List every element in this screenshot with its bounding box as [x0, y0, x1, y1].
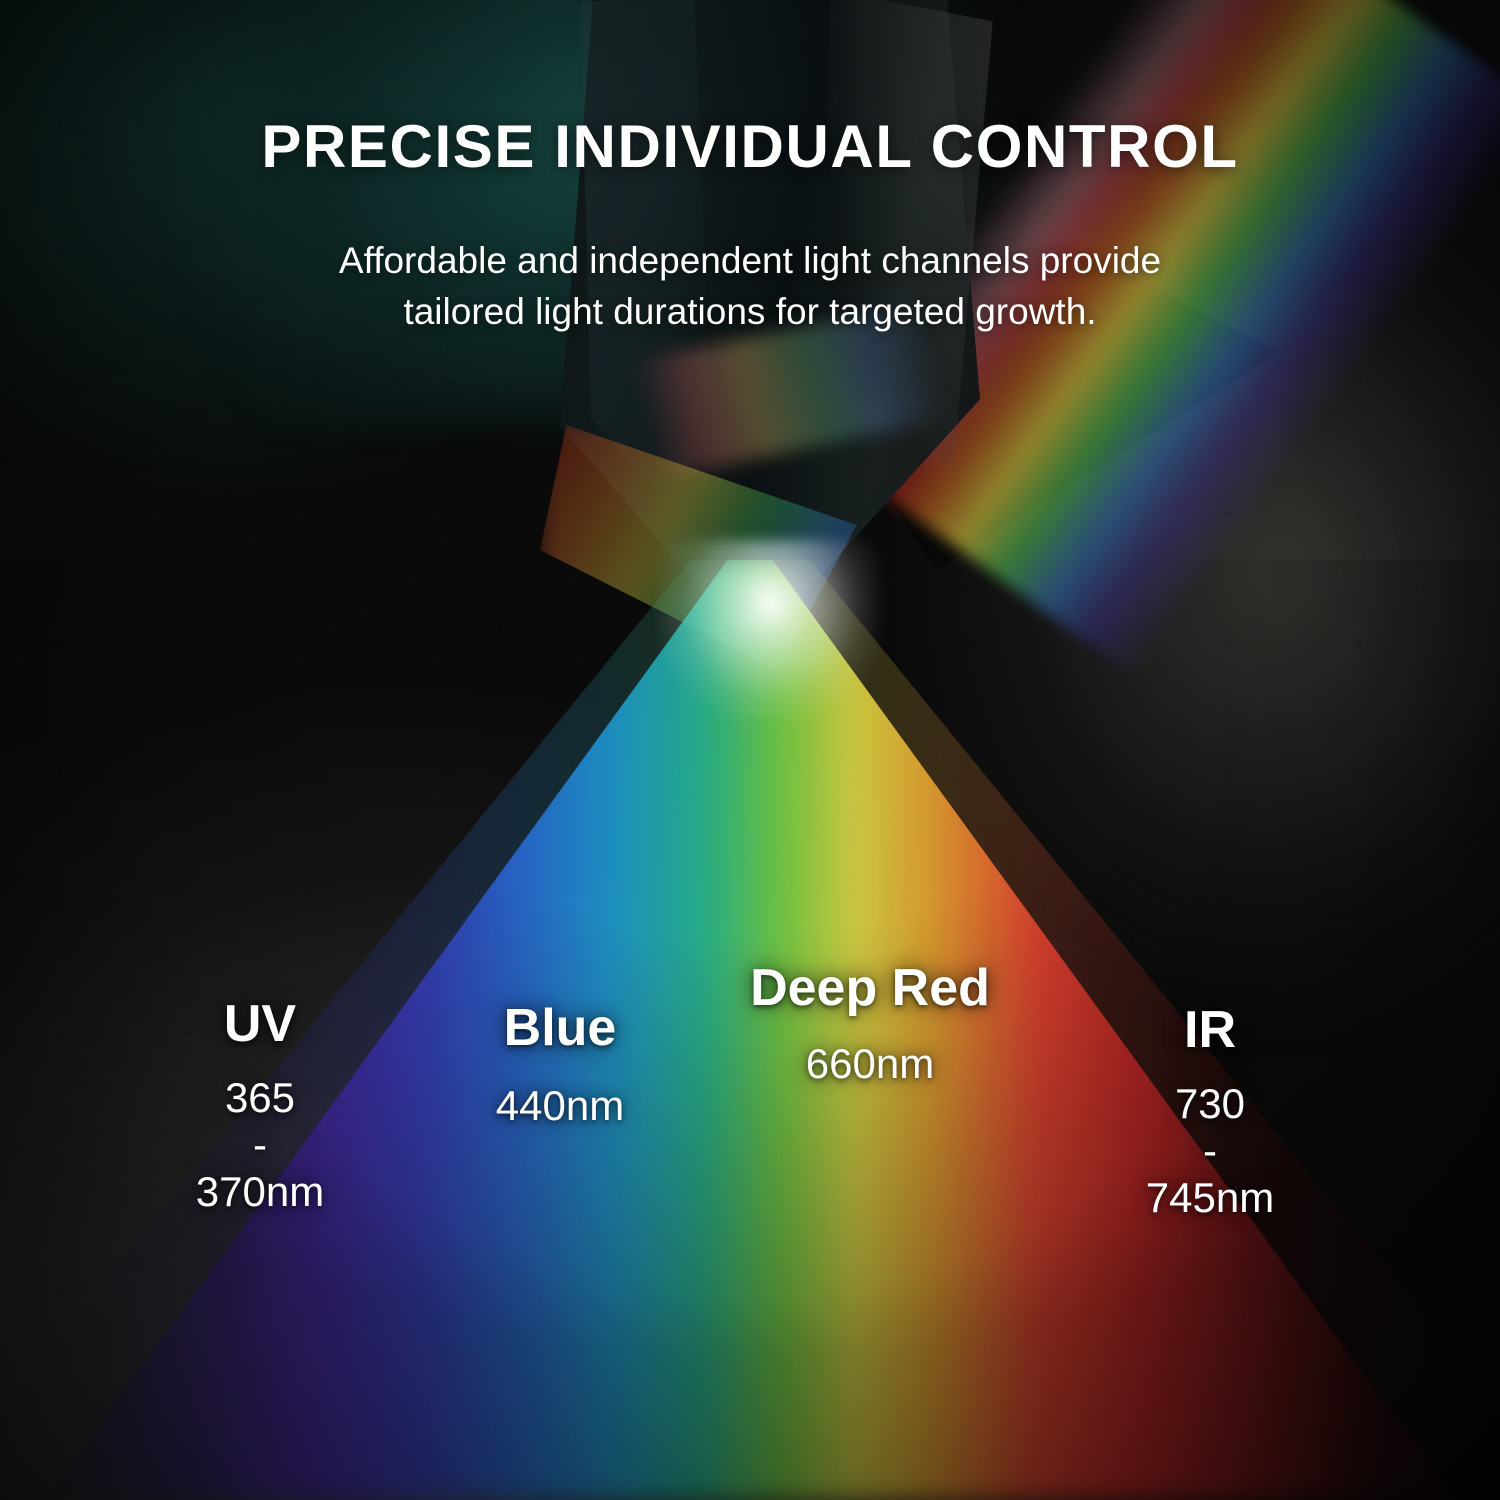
channel-ir-wavelength: 730 - 745nm: [1040, 1080, 1380, 1221]
channel-uv-wavelength-line-1: 365: [224, 1074, 296, 1122]
channel-uv-name: UV: [223, 995, 297, 1053]
channel-ir-wavelength-line-3: 745nm: [1145, 1174, 1275, 1222]
page-subtitle-line-2: tailored light durations for targeted gr…: [403, 291, 1097, 333]
channel-ir-wavelength-line-1: 730: [1174, 1080, 1246, 1128]
dispersion-apex-hotspot: [660, 540, 880, 720]
channel-uv-wavelength-line-3: 370nm: [195, 1168, 325, 1216]
page-subtitle-line-1: Affordable and independent light channel…: [338, 240, 1162, 281]
channel-blue-wavelength: 440nm: [400, 1082, 720, 1129]
channel-uv-wavelength-line-2: -: [253, 1121, 267, 1169]
channel-deep-red-wavelength: 660nm: [700, 1040, 1040, 1087]
channel-label-group: UV 365 - 370nm Blue 440nm Deep Red 660nm…: [0, 960, 1500, 1340]
channel-deep-red: Deep Red 660nm: [700, 960, 1040, 1087]
page-subtitle: Affordable and independent light channel…: [0, 235, 1500, 337]
channel-deep-red-name-line-2: Red: [891, 959, 990, 1017]
channel-ir-name: IR: [1184, 1001, 1236, 1059]
channel-uv: UV 365 - 370nm: [110, 996, 410, 1215]
page-title: PRECISE INDIVIDUAL CONTROL: [261, 113, 1239, 180]
channel-deep-red-name: Deep Red: [700, 960, 1040, 1016]
channel-ir: IR 730 - 745nm: [1040, 1002, 1380, 1221]
channel-ir-wavelength-line-2: -: [1203, 1127, 1217, 1175]
channel-blue-wavelength-line-1: 440nm: [495, 1082, 625, 1130]
channel-blue-name: Blue: [503, 999, 617, 1057]
channel-deep-red-name-line-1: Deep: [750, 959, 878, 1017]
channel-blue: Blue 440nm: [400, 1000, 720, 1129]
channel-deep-red-wavelength-line-1: 660nm: [805, 1040, 935, 1088]
channel-uv-wavelength: 365 - 370nm: [110, 1074, 410, 1215]
